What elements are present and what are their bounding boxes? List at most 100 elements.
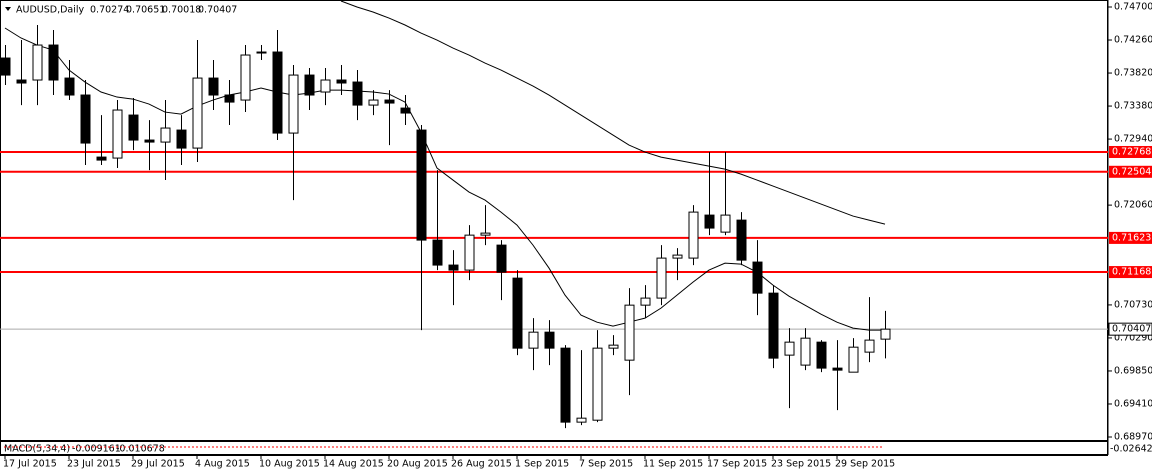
- macd-label-box: [1109, 443, 1152, 454]
- macd-signal: -0.010678: [116, 444, 165, 455]
- candle-body: [80, 94, 91, 144]
- candle-body: [288, 74, 299, 134]
- x-tick-label: 20 Aug 2015: [387, 459, 448, 470]
- candle-body: [880, 328, 891, 340]
- candle-body: [320, 79, 331, 93]
- candle-body: [704, 214, 715, 229]
- candle-body: [240, 54, 251, 101]
- x-tick-label: 17 Sep 2015: [707, 459, 767, 470]
- candle-body: [784, 341, 795, 356]
- candle-body: [848, 346, 859, 373]
- y-tick-label: 0.72060: [1114, 200, 1152, 211]
- moving-average: [340, 1, 886, 225]
- candle-body: [736, 219, 747, 261]
- candle-body: [672, 254, 683, 259]
- candle-body: [336, 79, 347, 84]
- candle-body: [176, 129, 187, 149]
- y-tick-label: 0.73380: [1114, 101, 1152, 112]
- level-label-box: [1109, 145, 1152, 158]
- candle-body: [64, 77, 75, 96]
- candle-body: [384, 99, 395, 104]
- candle-body: [368, 99, 379, 106]
- candle-body: [592, 347, 603, 421]
- level-label: 0.72504: [1112, 166, 1151, 177]
- y-tick-label: 0.69850: [1114, 365, 1152, 376]
- candle-body: [48, 44, 59, 81]
- candle-body: [656, 257, 667, 299]
- macd-tick-label: -0.026423: [1110, 444, 1152, 455]
- candle-body: [224, 94, 235, 103]
- candle-body: [32, 44, 43, 81]
- candle-body: [112, 109, 123, 159]
- price-label-box: [1108, 322, 1152, 336]
- candle-body: [480, 232, 491, 236]
- candle-body: [272, 51, 283, 134]
- candle-body: [624, 304, 635, 361]
- candle-body: [864, 339, 875, 353]
- candle-body: [608, 344, 619, 349]
- header-arrow: [5, 7, 11, 11]
- axes: 0.74700 0.74260 0.73820 0.73380 0.72940 0.720…: [3, 2, 1152, 470]
- main-panel: [0, 0, 1108, 441]
- candle-body: [0, 57, 11, 76]
- candle-body: [640, 297, 651, 306]
- price-label: 0.70407: [1112, 324, 1151, 335]
- level-label-box: [1109, 231, 1152, 244]
- candle-body: [208, 77, 219, 96]
- candle-body: [96, 156, 107, 161]
- candle-body: [464, 234, 475, 271]
- candle-body: [16, 79, 27, 84]
- header-low: 0.70018: [162, 5, 201, 16]
- candle-body: [144, 139, 155, 143]
- level-label: 0.72768: [1112, 146, 1151, 157]
- x-tick-label: 10 Aug 2015: [259, 459, 320, 470]
- candle-body: [448, 264, 459, 271]
- x-tick-label: 23 Jul 2015: [67, 459, 121, 470]
- candle-body: [720, 214, 731, 233]
- y-tick-label: 0.70730: [1114, 299, 1152, 310]
- candle-body: [496, 244, 507, 273]
- candle-body: [192, 77, 203, 149]
- header-close: 0.70407: [198, 5, 237, 16]
- candle-body: [816, 341, 827, 369]
- y-tick-label: 0.69410: [1114, 398, 1152, 409]
- y-tick-label: 0.70290: [1114, 332, 1152, 343]
- candle-body: [432, 239, 443, 266]
- macd-title: MACD(5,34,4): [4, 444, 70, 455]
- candle-body: [400, 107, 411, 114]
- y-tick-label: 0.73820: [1114, 68, 1152, 79]
- x-tick-label: 4 Aug 2015: [195, 459, 250, 470]
- x-tick-label: 11 Sep 2015: [643, 459, 703, 470]
- candle-body: [528, 331, 539, 349]
- macd-main: -0.009161: [72, 444, 121, 455]
- candle-body: [416, 129, 427, 241]
- candle-body: [800, 337, 811, 366]
- candle-body: [256, 51, 267, 54]
- moving-average: [4, 27, 885, 331]
- level-label-box: [1109, 266, 1152, 279]
- candle-body: [688, 211, 699, 259]
- level-label-box: [1109, 165, 1152, 178]
- level-label: 0.71168: [1112, 267, 1151, 278]
- x-tick-label: 14 Aug 2015: [323, 459, 384, 470]
- candle-body: [576, 417, 587, 423]
- x-tick-label: 17 Jul 2015: [3, 459, 57, 470]
- macd-panel: [0, 441, 1108, 455]
- symbol-title: AUDUSD,Daily: [16, 5, 85, 16]
- candle-body: [768, 292, 779, 359]
- y-tick-label: 0.74700: [1114, 2, 1152, 13]
- plot-area: [0, 1, 1108, 429]
- x-tick-label: 29 Jul 2015: [131, 459, 185, 470]
- x-tick-label: 23 Sep 2015: [771, 459, 831, 470]
- y-tick-label: 0.74260: [1114, 35, 1152, 46]
- level-label: 0.71623: [1112, 232, 1151, 243]
- header-high: 0.70651: [126, 5, 165, 16]
- candle-body: [544, 331, 555, 349]
- candle-body: [128, 114, 139, 141]
- y-tick-label: 0.68970: [1114, 432, 1152, 443]
- candle-body: [752, 261, 763, 294]
- candle-body: [512, 277, 523, 349]
- candle-body: [352, 81, 363, 106]
- candle-body: [304, 74, 315, 96]
